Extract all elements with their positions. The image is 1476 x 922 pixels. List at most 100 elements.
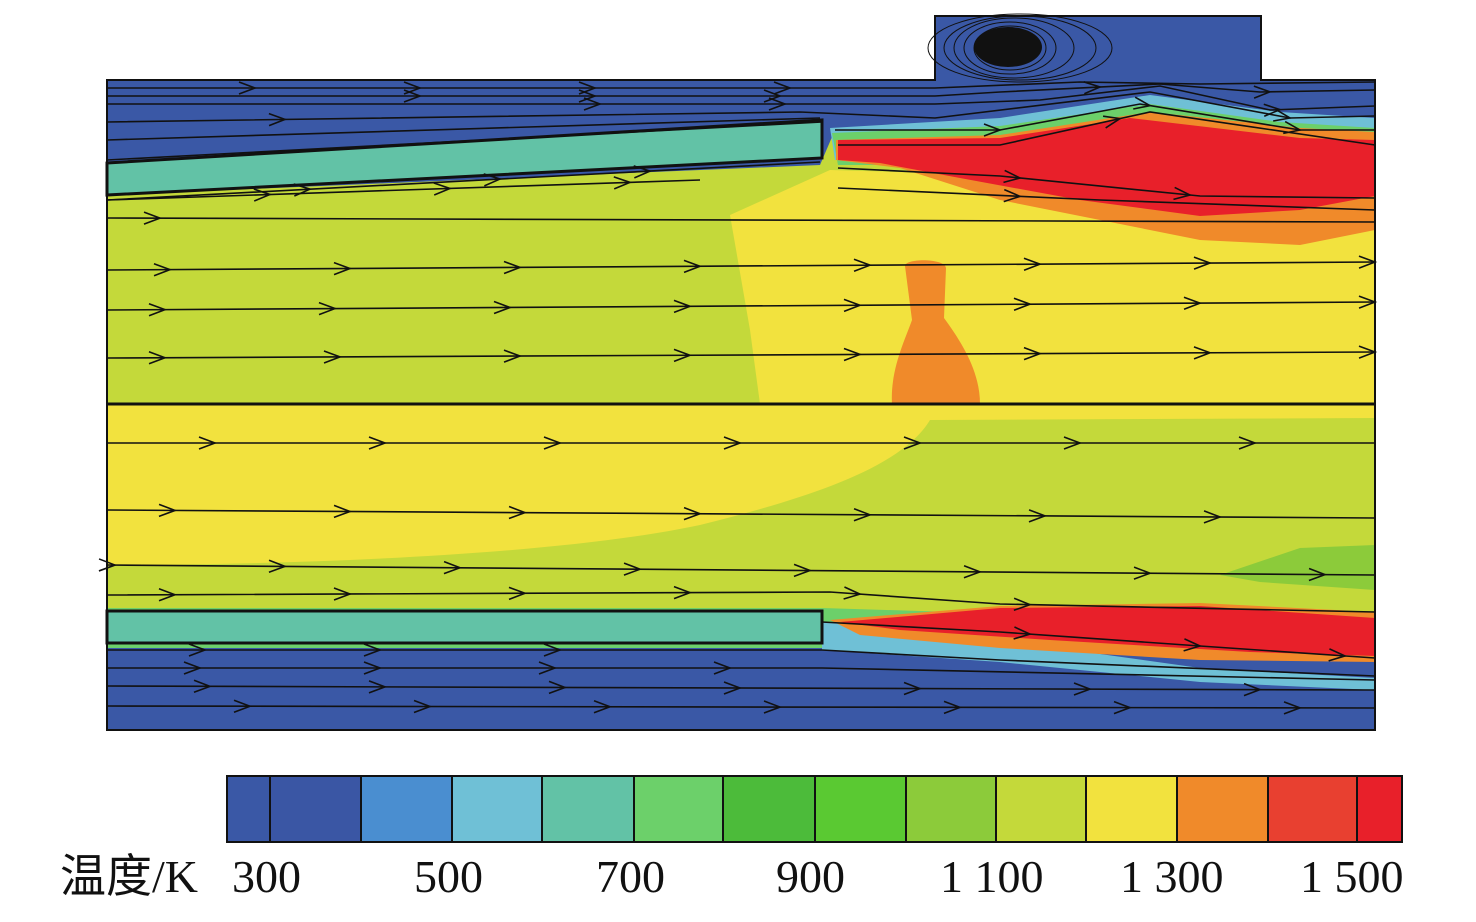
streamline-arrow bbox=[1073, 682, 1093, 696]
streamline-arrow bbox=[508, 505, 528, 520]
streamline-arrow bbox=[768, 97, 788, 111]
streamline bbox=[106, 301, 1376, 311]
streamline-arrow bbox=[538, 661, 558, 675]
streamline-arrow bbox=[1173, 186, 1193, 201]
streamline-arrow bbox=[1238, 436, 1258, 450]
streamline-arrow bbox=[158, 588, 178, 602]
streamline-arrow bbox=[333, 261, 353, 276]
streamline-arrow bbox=[1023, 346, 1043, 361]
streamline-arrow bbox=[1183, 296, 1203, 310]
streamline-arrow bbox=[198, 436, 218, 450]
streamline bbox=[106, 351, 1376, 359]
streamline-arrow bbox=[1013, 597, 1033, 612]
streamline-arrow bbox=[158, 503, 178, 518]
streamline bbox=[106, 91, 1376, 123]
streamline-arrow bbox=[1113, 700, 1133, 715]
streamline-arrow bbox=[1358, 295, 1378, 309]
colorbar-cell bbox=[1085, 775, 1178, 843]
colorbar-cell bbox=[226, 775, 271, 843]
streamline-arrow bbox=[1003, 169, 1023, 184]
streamline-arrow bbox=[193, 679, 213, 694]
streamline-arrow bbox=[1133, 96, 1153, 110]
streamline-arrow bbox=[723, 681, 743, 695]
streamline bbox=[107, 83, 1376, 97]
streamline bbox=[835, 103, 1375, 131]
colorbar-tick-500: 500 bbox=[414, 851, 483, 902]
streamline-arrow bbox=[183, 661, 203, 675]
streamline-arrow bbox=[1102, 115, 1123, 129]
streamline-arrow bbox=[773, 81, 793, 95]
streamline-arrow bbox=[548, 680, 568, 695]
streamline-arrow bbox=[963, 565, 983, 579]
streamline-arrow bbox=[593, 700, 613, 714]
streamline-arrow bbox=[368, 680, 388, 694]
colorbar-cell bbox=[1356, 775, 1403, 843]
lower-plate-wall bbox=[105, 609, 824, 645]
streamline-arrow bbox=[683, 259, 703, 274]
colorbar-cell bbox=[905, 775, 997, 843]
streamline bbox=[106, 261, 1376, 271]
streamline bbox=[107, 85, 1376, 111]
streamline-arrow bbox=[903, 436, 923, 450]
streamline-arrow bbox=[188, 643, 208, 657]
colorbar-cell bbox=[1176, 775, 1269, 843]
streamline-arrow bbox=[403, 89, 423, 103]
orange-plume bbox=[891, 260, 980, 404]
streamline-arrow bbox=[1003, 188, 1023, 203]
streamline-arrow bbox=[723, 436, 743, 450]
streamline-arrow bbox=[543, 643, 563, 657]
colorbar-cell bbox=[360, 775, 453, 843]
streamline-arrow bbox=[253, 188, 273, 202]
streamline-arrow bbox=[1358, 345, 1378, 359]
streamline bbox=[106, 509, 1376, 519]
streamline-arrow bbox=[368, 436, 388, 450]
upper-flame-red bbox=[838, 118, 1375, 216]
streamline-arrow bbox=[543, 436, 563, 450]
streamline-arrow bbox=[238, 81, 258, 95]
streamline-arrow bbox=[673, 299, 693, 314]
streamline-arrow bbox=[853, 507, 873, 522]
streamline-arrow bbox=[843, 298, 863, 313]
streamline-arrow bbox=[333, 587, 353, 601]
streamline bbox=[107, 81, 1376, 89]
lower-green-patch bbox=[1220, 545, 1375, 590]
streamline-arrow bbox=[363, 643, 383, 657]
colorbar-tick-1300: 1 300 bbox=[1120, 851, 1224, 902]
colorbar-cell bbox=[541, 775, 635, 843]
streamline-arrow bbox=[633, 165, 653, 179]
streamline-arrow bbox=[1243, 682, 1263, 697]
colorbar-cell bbox=[814, 775, 907, 843]
colorbar-cell bbox=[451, 775, 543, 843]
streamline-arrow bbox=[1083, 81, 1103, 95]
streamline-arrow bbox=[1203, 510, 1223, 524]
colorbar-tick-900: 900 bbox=[776, 851, 845, 902]
streamline-arrow bbox=[148, 302, 168, 317]
streamline-arrow bbox=[1283, 701, 1303, 715]
streamline-arrow bbox=[943, 700, 963, 715]
streamline-arrow bbox=[623, 562, 643, 576]
domain-outline bbox=[106, 15, 1376, 731]
streamline-arrow bbox=[1193, 256, 1213, 270]
streamline-arrow bbox=[1358, 255, 1378, 269]
streamline-arrow bbox=[578, 89, 598, 103]
colorbar-cell bbox=[995, 775, 1087, 843]
streamline-arrow bbox=[433, 182, 453, 196]
streamline bbox=[106, 161, 821, 201]
colorbar-cell bbox=[633, 775, 724, 843]
streamline-arrow bbox=[323, 350, 343, 364]
colorbar-tick-1500: 1 500 bbox=[1300, 851, 1404, 902]
streamline-arrow bbox=[148, 351, 168, 365]
streamline-arrow bbox=[673, 585, 693, 600]
colorbar-title: 温度/K bbox=[60, 851, 198, 902]
streamline-arrow bbox=[683, 506, 703, 521]
streamline-arrow bbox=[903, 681, 923, 696]
colorbar-cell bbox=[269, 775, 362, 843]
streamline-arrow bbox=[503, 349, 523, 363]
streamline-arrow bbox=[503, 260, 523, 275]
streamline bbox=[821, 621, 1376, 659]
streamline-arrow bbox=[713, 661, 733, 675]
streamline bbox=[837, 187, 1376, 211]
streamline-arrow bbox=[1133, 566, 1153, 580]
lower-hot-core bbox=[107, 404, 1375, 565]
streamline-arrow bbox=[1253, 85, 1273, 99]
